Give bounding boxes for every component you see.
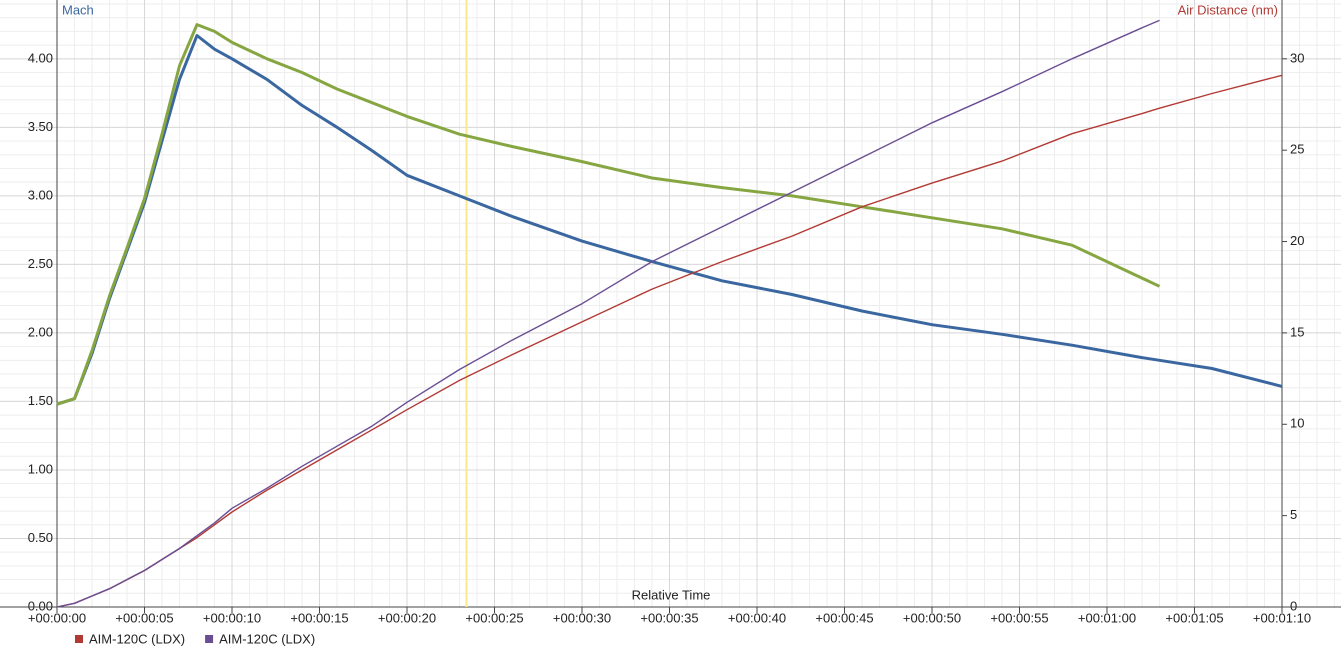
x-tick-label: +00:00:55 [990,610,1048,625]
series-line [56,23,1161,406]
y-tick-label: 0.50 [28,530,53,545]
x-axis-title: Relative Time [632,587,711,602]
x-tick-label: +00:00:10 [203,610,261,625]
x-tick-label: +00:00:25 [465,610,523,625]
y-tick-label: 2.50 [28,256,53,271]
y2-tick-label: 25 [1290,142,1304,157]
x-tick-label: +00:00:00 [28,610,86,625]
x-tick-label: +00:01:10 [1253,610,1311,625]
y-tick-label: 4.00 [28,50,53,65]
x-tick-label: +00:01:00 [1078,610,1136,625]
x-tick-label: +00:00:40 [728,610,786,625]
x-tick-label: +00:00:15 [290,610,348,625]
x-tick-label: +00:00:20 [378,610,436,625]
x-tick-label: +00:01:05 [1165,610,1223,625]
x-tick-label: +00:00:45 [815,610,873,625]
y-tick-label: 2.00 [28,324,53,339]
legend-swatch [205,635,214,643]
y2-tick-label: 15 [1290,324,1304,339]
y2-tick-label: 30 [1290,50,1304,65]
y-tick-label: 0.00 [28,598,53,613]
y-tick-label: 1.50 [28,393,53,408]
legend-swatch [75,635,83,643]
y-tick-label: 3.50 [28,119,53,134]
y2-axis-title: Air Distance (nm) [1178,2,1278,17]
y2-tick-label: 5 [1290,507,1297,522]
y2-tick-label: 0 [1290,598,1297,613]
y-axis-title: Mach [62,2,94,17]
legend-label: AIM-120C (LDX) [89,631,185,646]
y2-tick-label: 20 [1290,233,1304,248]
x-tick-label: +00:00:30 [553,610,611,625]
x-tick-label: +00:00:05 [115,610,173,625]
series-line [56,19,1160,608]
y-tick-label: 1.00 [28,461,53,476]
y2-tick-label: 10 [1290,416,1304,431]
legend-label: AIM-120C (LDX) [219,631,315,646]
x-tick-label: +00:00:50 [903,610,961,625]
y-tick-label: 3.00 [28,187,53,202]
x-tick-label: +00:00:35 [640,610,698,625]
